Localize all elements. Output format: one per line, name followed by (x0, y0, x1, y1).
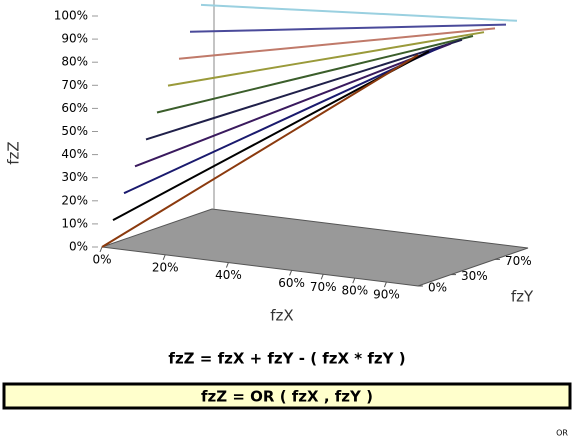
corner-label: OR (556, 429, 568, 438)
x-tick (225, 262, 229, 268)
x-tick-label: 40% (215, 268, 242, 282)
chart-title: fzZ = OR ( fzX , fzY ) (201, 388, 373, 406)
x-tick-label: 20% (152, 260, 179, 274)
y-tick-label: 0% (428, 281, 447, 295)
z-tick-label: 100% (54, 9, 88, 23)
surface-line (123, 46, 441, 195)
x-tick-label: 60% (278, 276, 305, 290)
surface-line (167, 31, 485, 87)
z-tick-label: 70% (61, 78, 88, 92)
title-box (2, 382, 572, 410)
z-tick-label: 30% (61, 170, 88, 184)
x-tick-label: 70% (310, 280, 337, 294)
x-tick (320, 274, 324, 280)
z-tick-label: 90% (61, 32, 88, 46)
formula: fzZ = fzX + fzY - ( fzX * fzY ) (168, 350, 405, 368)
surface-line (189, 23, 507, 33)
z-tick-label: 20% (61, 193, 88, 207)
x-tick-label: 90% (373, 288, 400, 302)
x-tick (352, 278, 356, 284)
z-tick-label: 10% (61, 216, 88, 230)
z-tick-label: 40% (61, 147, 88, 161)
surface-line (156, 35, 474, 114)
x-tick-label: 80% (341, 284, 368, 298)
floor (101, 208, 529, 287)
z-axis-label: fzZ (5, 141, 23, 164)
z-tick-label: 60% (61, 101, 88, 115)
surface-line (101, 54, 419, 248)
y-tick-label: 30% (461, 269, 488, 283)
y-tick-label: 70% (505, 254, 532, 268)
y-axis-label: fzY (511, 288, 534, 306)
surface-line (178, 27, 496, 60)
x-tick (99, 246, 103, 253)
x-tick (383, 281, 387, 288)
z-tick-label: 80% (61, 55, 88, 69)
surface-line (134, 42, 452, 168)
z-tick-label: 0% (69, 240, 88, 254)
x-axis-label: fzX (270, 307, 293, 325)
z-tick-label: 50% (61, 124, 88, 138)
x-tick (289, 270, 293, 276)
surface-line (200, 3, 518, 22)
x-tick (162, 254, 166, 260)
surface-line (145, 38, 463, 141)
x-tick-label: 0% (92, 253, 111, 267)
